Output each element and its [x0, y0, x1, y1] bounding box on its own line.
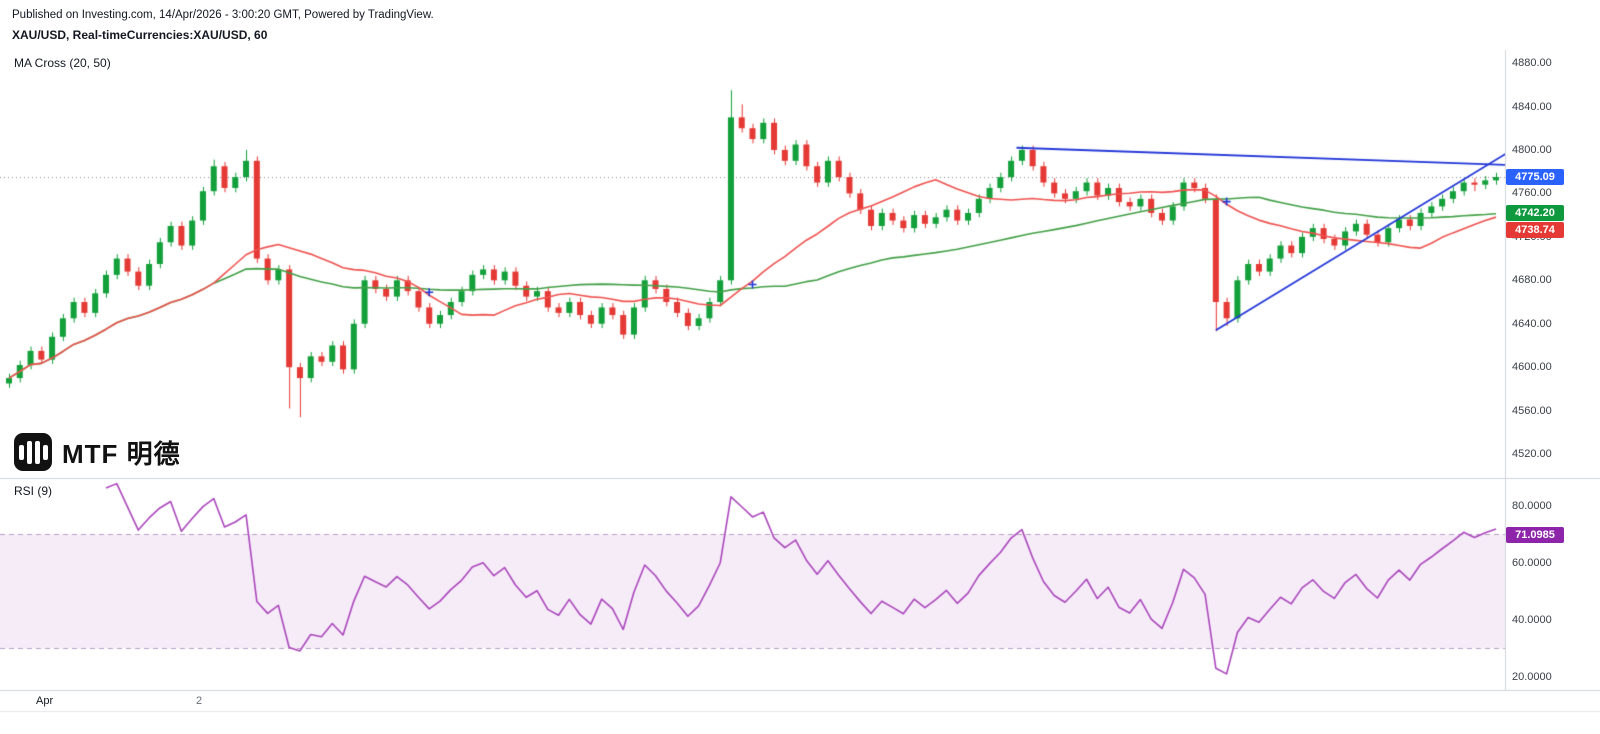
price-tick-label: 4840.00 [1512, 101, 1552, 113]
published-attribution-text: Published on Investing.com, 14/Apr/2026 … [12, 9, 434, 21]
ma-slow-value-badge: 4742.20 [1506, 205, 1564, 221]
rsi-indicator-label: RSI (9) [14, 484, 53, 498]
rsi-value-badge: 71.0985 [1506, 527, 1564, 543]
price-tick-label: 4880.00 [1512, 57, 1552, 69]
price-tick-label: 4760.00 [1512, 187, 1552, 199]
price-tick-label: 4520.00 [1512, 448, 1552, 460]
rsi-tick-label: 20.0000 [1512, 671, 1552, 683]
price-tick-label: 4560.00 [1512, 405, 1552, 417]
rsi-tick-label: 40.0000 [1512, 614, 1552, 626]
time-tick-label-apr: Apr [36, 695, 54, 707]
last-price-badge: 4775.09 [1506, 169, 1564, 185]
price-tick-label: 4600.00 [1512, 361, 1552, 373]
mtf-logo: MTF 明德 [14, 433, 181, 471]
rsi-tick-label: 80.0000 [1512, 500, 1552, 512]
mtf-logo-text: MTF 明德 [62, 438, 181, 469]
symbol-title: XAU/USD, Real-timeCurrencies:XAU/USD, 60 [12, 28, 268, 42]
price-tick-label: 4680.00 [1512, 274, 1552, 286]
time-tick-label-2: 2 [196, 695, 203, 707]
ma-cross-indicator-label: MA Cross (20, 50) [14, 56, 111, 70]
ma-fast-value-badge: 4738.74 [1506, 222, 1564, 238]
mtf-logo-icon [14, 433, 52, 471]
rsi-tick-label: 60.0000 [1512, 557, 1552, 569]
price-tick-label: 4640.00 [1512, 318, 1552, 330]
price-tick-label: 4800.00 [1512, 144, 1552, 156]
